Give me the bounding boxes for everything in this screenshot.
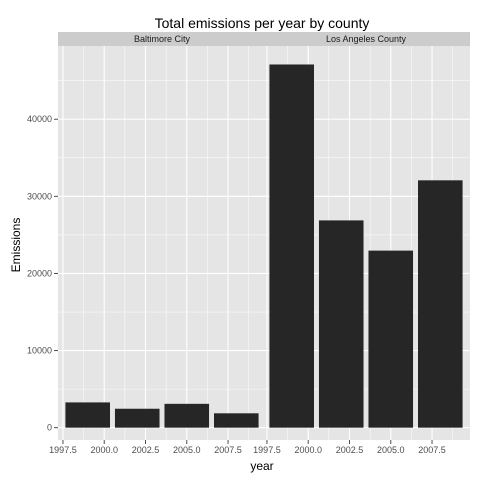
x-tick-label: 2002.5 — [336, 445, 364, 455]
x-tick-label: 2000.0 — [90, 445, 118, 455]
chart-title: Total emissions per year by county — [155, 15, 370, 31]
facet-panels: Baltimore City 1997.5 2000.0 2002.5 2005.0 20… — [49, 32, 470, 455]
bar — [114, 408, 160, 428]
bar — [269, 64, 314, 428]
facet-strip — [262, 32, 470, 46]
bar — [164, 403, 210, 428]
x-tick-label: 2000.0 — [294, 445, 322, 455]
x-tick-label: 2005.0 — [377, 445, 405, 455]
y-tick-label: 40000 — [27, 114, 52, 124]
facet-strip-label: Baltimore City — [134, 34, 191, 44]
bar — [214, 413, 259, 428]
y-tick-label: 10000 — [27, 346, 52, 356]
x-axis-label: year — [250, 459, 273, 473]
y-tick-label: 30000 — [27, 191, 52, 201]
bar — [318, 220, 364, 428]
facet-panel: Los Angeles County 1997.5 2000.0 2002.5 2005… — [253, 32, 470, 455]
panel-background — [58, 46, 266, 440]
x-tick-label: 2005.0 — [173, 445, 201, 455]
x-tick-label: 2007.5 — [214, 445, 242, 455]
x-tick-label: 2007.5 — [418, 445, 446, 455]
x-tick-label: 1997.5 — [253, 445, 281, 455]
bar — [65, 402, 110, 428]
y-tick-label: 20000 — [27, 268, 52, 278]
facet-strip-label: Los Angeles County — [326, 34, 407, 44]
facet-panel: Baltimore City 1997.5 2000.0 2002.5 2005.0 20… — [49, 32, 266, 455]
bar — [418, 180, 463, 428]
x-tick-label: 2002.5 — [132, 445, 160, 455]
y-axis: 0 10000 20000 30000 40000 — [27, 114, 58, 433]
x-tick-label: 1997.5 — [49, 445, 77, 455]
facet-strip — [58, 32, 266, 46]
y-tick-label: 0 — [47, 423, 52, 433]
bar — [368, 250, 414, 428]
y-axis-label: Emissions — [9, 218, 23, 273]
